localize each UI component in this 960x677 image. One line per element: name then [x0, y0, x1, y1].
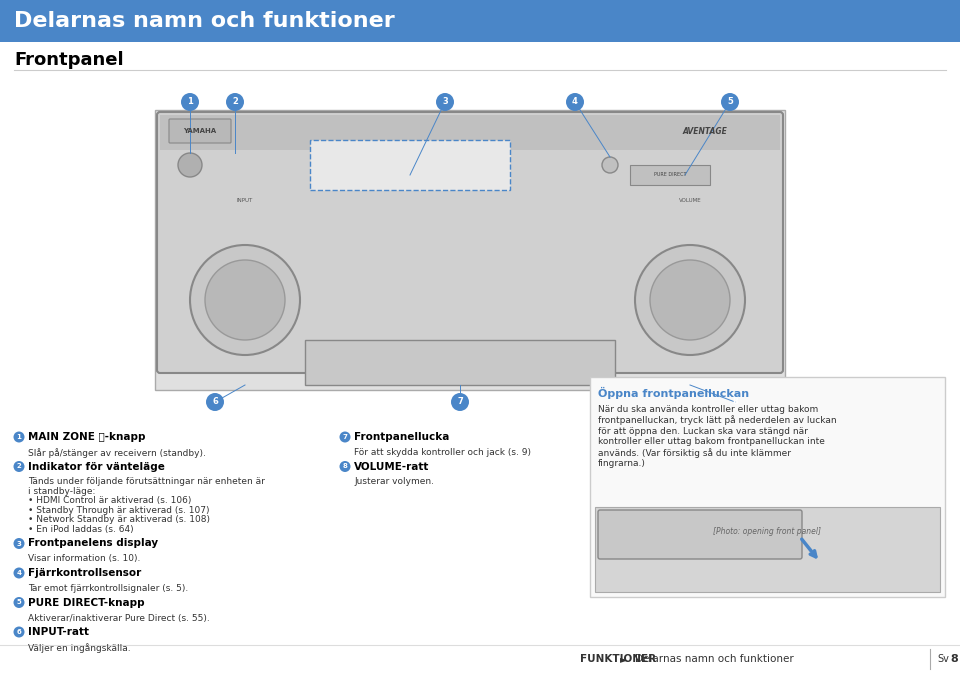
Text: PURE DIRECT-knapp: PURE DIRECT-knapp [28, 598, 145, 607]
Text: 4: 4 [16, 570, 21, 576]
Circle shape [206, 393, 224, 411]
FancyBboxPatch shape [630, 165, 710, 185]
Circle shape [340, 431, 350, 443]
FancyBboxPatch shape [590, 377, 945, 597]
Text: Indikator för vänteläge: Indikator för vänteläge [28, 462, 165, 471]
Text: När du ska använda kontroller eller uttag bakom
frontpanelluckan, tryck lätt på : När du ska använda kontroller eller utta… [598, 405, 836, 468]
Circle shape [340, 461, 350, 472]
Text: MAIN ZONE ⏻-knapp: MAIN ZONE ⏻-knapp [28, 432, 146, 442]
FancyBboxPatch shape [169, 119, 231, 143]
Text: 7: 7 [343, 434, 348, 440]
Text: Frontpanel: Frontpanel [14, 51, 124, 69]
Circle shape [13, 431, 25, 443]
Text: [Photo: opening front panel]: [Photo: opening front panel] [713, 527, 821, 536]
Text: • HDMI Control är aktiverad (s. 106): • HDMI Control är aktiverad (s. 106) [28, 496, 191, 506]
FancyBboxPatch shape [0, 0, 960, 42]
Circle shape [178, 153, 202, 177]
Circle shape [650, 260, 730, 340]
Circle shape [181, 93, 199, 111]
Text: Delarnas namn och funktioner: Delarnas namn och funktioner [14, 11, 395, 31]
FancyBboxPatch shape [160, 115, 780, 150]
FancyBboxPatch shape [310, 140, 510, 190]
Text: För att skydda kontroller och jack (s. 9): För att skydda kontroller och jack (s. 9… [354, 448, 531, 457]
Circle shape [602, 157, 618, 173]
Text: Fjärrkontrollsensor: Fjärrkontrollsensor [28, 568, 141, 578]
Text: 5: 5 [727, 97, 732, 106]
FancyBboxPatch shape [157, 112, 783, 373]
Text: Visar information (s. 10).: Visar information (s. 10). [28, 554, 140, 563]
FancyBboxPatch shape [155, 110, 785, 390]
Text: • Standby Through är aktiverad (s. 107): • Standby Through är aktiverad (s. 107) [28, 506, 209, 515]
Text: 4: 4 [572, 97, 578, 106]
Circle shape [226, 93, 244, 111]
Text: Frontpanelens display: Frontpanelens display [28, 538, 158, 548]
Text: Slår på/stänger av receivern (standby).: Slår på/stänger av receivern (standby). [28, 448, 205, 458]
Circle shape [13, 626, 25, 638]
Circle shape [635, 245, 745, 355]
Text: VOLUME: VOLUME [679, 198, 702, 202]
Text: AVENTAGE: AVENTAGE [683, 127, 728, 135]
Text: Frontpanellucka: Frontpanellucka [354, 432, 449, 442]
Text: Sv: Sv [937, 654, 948, 664]
Circle shape [205, 260, 285, 340]
Circle shape [721, 93, 739, 111]
Text: 8: 8 [343, 464, 348, 470]
Circle shape [13, 567, 25, 579]
Text: • En iPod laddas (s. 64): • En iPod laddas (s. 64) [28, 525, 133, 534]
Text: Tänds under följande förutsättningar när enheten är: Tänds under följande förutsättningar när… [28, 477, 265, 487]
Text: 8: 8 [732, 397, 738, 406]
Circle shape [566, 93, 584, 111]
Text: 6: 6 [16, 629, 21, 635]
Text: INPUT: INPUT [237, 198, 253, 202]
Text: 8: 8 [950, 654, 958, 664]
FancyBboxPatch shape [598, 510, 802, 559]
Text: Aktiverar/inaktiverar Pure Direct (s. 55).: Aktiverar/inaktiverar Pure Direct (s. 55… [28, 613, 209, 622]
Text: 1: 1 [187, 97, 193, 106]
FancyBboxPatch shape [595, 507, 940, 592]
Text: INPUT-ratt: INPUT-ratt [28, 627, 89, 637]
Circle shape [13, 461, 25, 472]
Circle shape [726, 393, 744, 411]
Text: 1: 1 [16, 434, 21, 440]
Text: 7: 7 [457, 397, 463, 406]
Text: i standby-läge:: i standby-läge: [28, 487, 95, 496]
Circle shape [190, 245, 300, 355]
Text: 6: 6 [212, 397, 218, 406]
Text: Öppna frontpanelluckan: Öppna frontpanelluckan [598, 387, 749, 399]
Circle shape [436, 93, 454, 111]
Circle shape [13, 597, 25, 608]
Text: • Network Standby är aktiverad (s. 108): • Network Standby är aktiverad (s. 108) [28, 515, 210, 525]
Text: FUNKTIONER: FUNKTIONER [580, 654, 656, 664]
FancyBboxPatch shape [305, 340, 615, 385]
Text: 2: 2 [232, 97, 238, 106]
Text: VOLUME-ratt: VOLUME-ratt [354, 462, 429, 471]
Circle shape [13, 538, 25, 549]
Text: Delarnas namn och funktioner: Delarnas namn och funktioner [635, 654, 794, 664]
Text: Tar emot fjärrkontrollsignaler (s. 5).: Tar emot fjärrkontrollsignaler (s. 5). [28, 584, 188, 593]
Text: YAMAHA: YAMAHA [183, 128, 217, 134]
Text: Väljer en ingångskälla.: Väljer en ingångskälla. [28, 643, 131, 653]
Text: 3: 3 [16, 540, 21, 546]
Text: ►: ► [620, 654, 628, 664]
Text: 3: 3 [443, 97, 448, 106]
Text: Justerar volymen.: Justerar volymen. [354, 477, 434, 487]
Circle shape [451, 393, 469, 411]
Text: 2: 2 [16, 464, 21, 470]
Text: 5: 5 [16, 600, 21, 605]
Text: PURE DIRECT: PURE DIRECT [654, 173, 686, 177]
